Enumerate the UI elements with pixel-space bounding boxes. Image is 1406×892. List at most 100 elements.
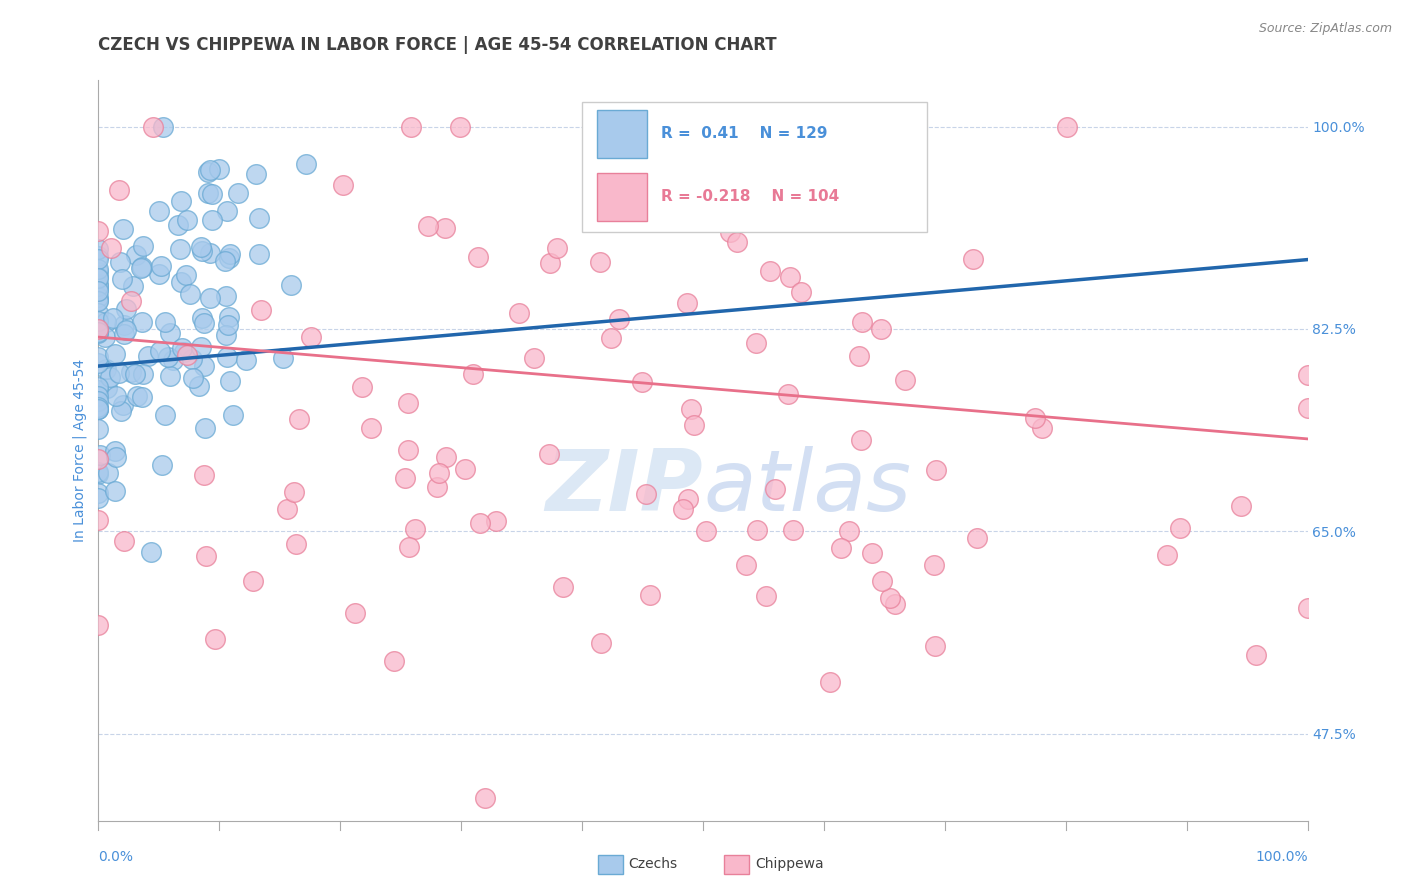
Point	[396, 395, 419, 409]
Point	[1296, 368, 1319, 383]
Point	[884, 597, 907, 611]
Point	[485, 514, 508, 528]
Point	[87, 486, 110, 500]
Point	[449, 120, 471, 134]
Point	[198, 292, 221, 306]
Point	[87, 356, 110, 370]
Point	[467, 250, 489, 264]
Point	[170, 275, 193, 289]
Point	[1031, 421, 1053, 435]
Point	[162, 352, 184, 367]
Point	[870, 574, 893, 588]
Point	[553, 580, 575, 594]
Point	[288, 411, 311, 425]
Point	[924, 640, 946, 654]
Point	[193, 468, 215, 483]
Point	[676, 491, 699, 506]
Point	[87, 383, 110, 397]
Text: Chippewa: Chippewa	[755, 857, 824, 871]
Point	[1056, 120, 1078, 134]
Point	[1230, 499, 1253, 513]
Point	[112, 534, 135, 549]
Point	[747, 523, 769, 537]
Point	[87, 279, 110, 293]
Point	[87, 394, 110, 409]
Point	[115, 323, 138, 337]
Point	[96, 381, 118, 395]
Point	[98, 369, 121, 384]
Point	[87, 379, 110, 393]
Point	[129, 260, 152, 275]
Point	[468, 516, 491, 530]
Point	[398, 442, 420, 457]
Point	[588, 120, 610, 134]
Point	[343, 606, 366, 620]
Point	[108, 182, 131, 196]
Point	[830, 541, 852, 555]
Point	[112, 318, 135, 332]
Point	[110, 404, 132, 418]
Point	[87, 325, 110, 339]
Point	[838, 524, 860, 538]
Point	[782, 523, 804, 537]
Point	[226, 186, 249, 200]
Text: Source: ZipAtlas.com: Source: ZipAtlas.com	[1258, 22, 1392, 36]
Point	[120, 293, 142, 308]
Point	[198, 162, 221, 177]
Point	[174, 268, 197, 282]
Point	[474, 790, 496, 805]
Point	[589, 636, 612, 650]
Point	[523, 351, 546, 366]
Point	[87, 252, 110, 266]
Point	[148, 204, 170, 219]
Point	[193, 316, 215, 330]
Point	[108, 255, 131, 269]
Point	[191, 244, 214, 258]
Point	[242, 574, 264, 588]
Point	[695, 524, 717, 538]
Y-axis label: In Labor Force | Age 45-54: In Labor Force | Age 45-54	[73, 359, 87, 542]
Point	[427, 467, 450, 481]
Point	[114, 301, 136, 316]
Point	[461, 368, 484, 382]
Point	[1168, 521, 1191, 535]
Point	[271, 351, 294, 366]
Point	[1024, 410, 1046, 425]
Point	[734, 558, 756, 572]
Point	[167, 219, 190, 233]
Bar	[596, 173, 647, 221]
Point	[600, 331, 623, 345]
Point	[170, 342, 193, 356]
Text: ZIP: ZIP	[546, 446, 703, 529]
Point	[966, 532, 988, 546]
Point	[87, 326, 110, 341]
Point	[672, 502, 695, 516]
Point	[725, 235, 748, 249]
Point	[87, 350, 110, 364]
Point	[1156, 548, 1178, 562]
Point	[139, 544, 162, 558]
Point	[87, 249, 110, 263]
Point	[218, 310, 240, 325]
Point	[218, 246, 240, 260]
Point	[609, 312, 631, 326]
Text: CZECH VS CHIPPEWA IN LABOR FORCE | AGE 45-54 CORRELATION CHART: CZECH VS CHIPPEWA IN LABOR FORCE | AGE 4…	[98, 36, 778, 54]
Point	[219, 375, 242, 389]
Point	[125, 247, 148, 261]
Point	[122, 278, 145, 293]
Point	[87, 242, 110, 256]
Point	[125, 389, 148, 403]
Point	[589, 255, 612, 269]
Point	[153, 409, 176, 423]
Point	[640, 588, 662, 602]
Point	[87, 323, 110, 337]
Point	[295, 157, 318, 171]
Point	[537, 447, 560, 461]
Point	[87, 617, 110, 632]
Point	[434, 220, 457, 235]
Text: Czechs: Czechs	[628, 857, 678, 871]
FancyBboxPatch shape	[582, 103, 927, 232]
Point	[108, 366, 131, 380]
Point	[94, 330, 117, 344]
Point	[94, 315, 117, 329]
